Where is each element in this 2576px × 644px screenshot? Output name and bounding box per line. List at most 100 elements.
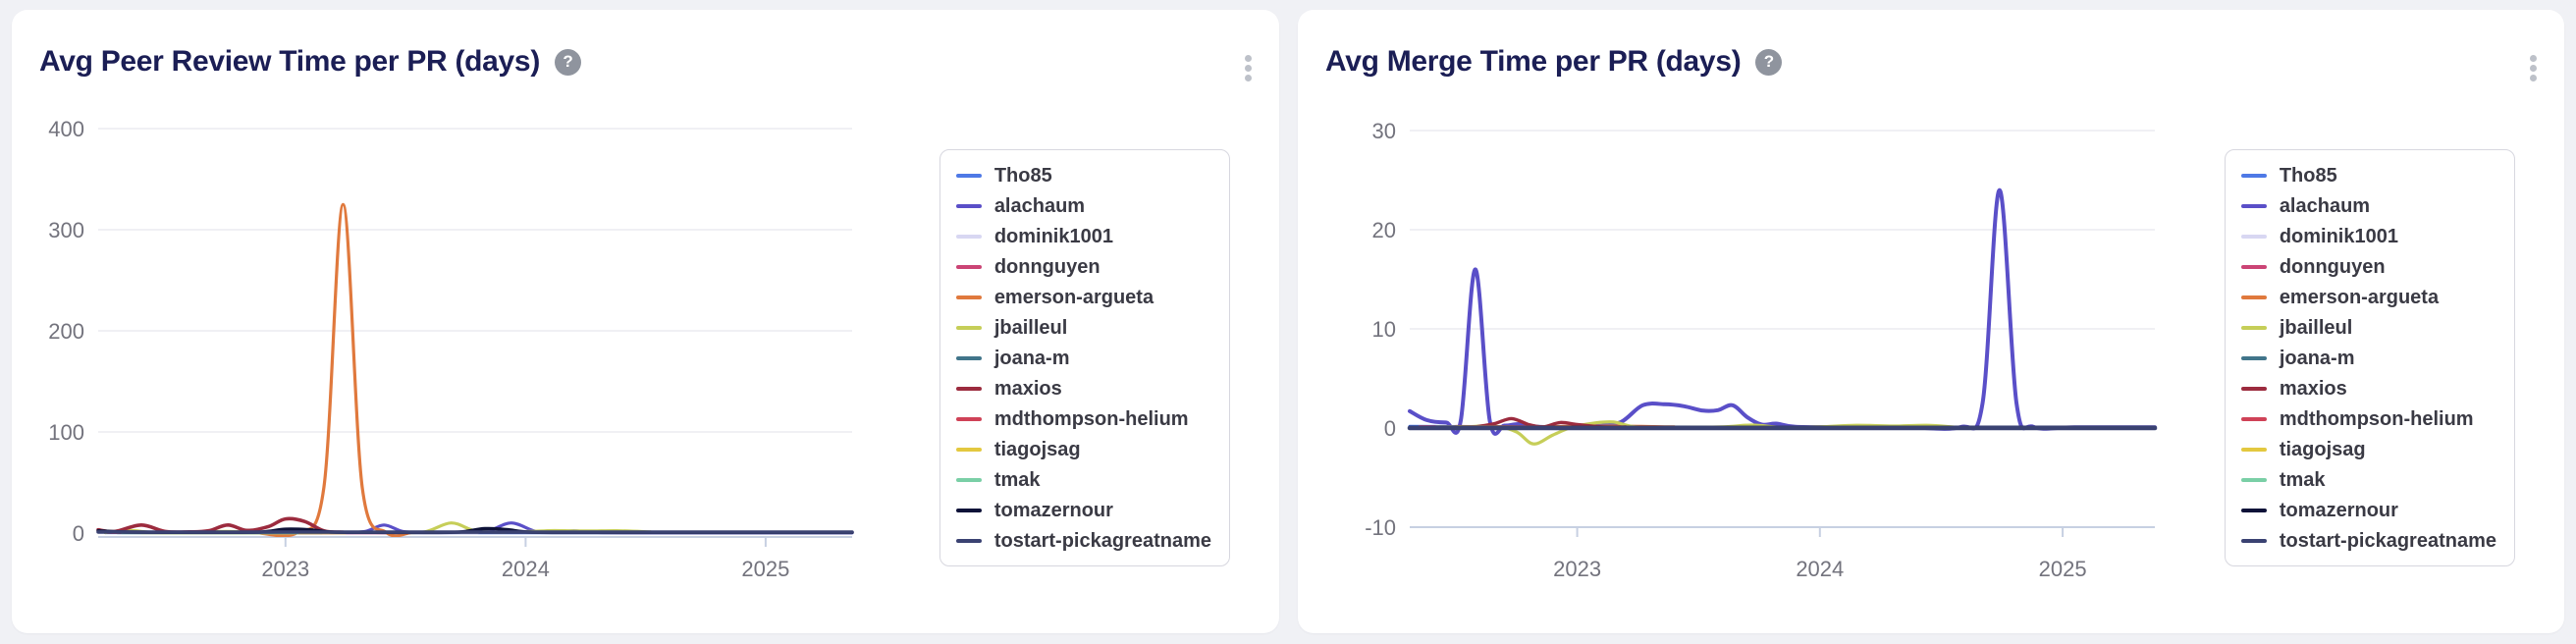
legend-label: tostart-pickagreatname [993,529,1211,552]
legend-item-donnguyen[interactable]: donnguyen [955,251,1211,282]
legend-swatch [2240,173,2267,178]
svg-text:20: 20 [1372,218,1396,242]
legend-item-jbailleul[interactable]: jbailleul [955,312,1211,343]
legend-item-alachaum[interactable]: alachaum [955,190,1211,221]
question-circle-icon[interactable]: ? [555,48,582,76]
legend-swatch [955,416,982,421]
legend-item-tmak[interactable]: tmak [955,464,1211,495]
legend-label: tomazernour [993,499,1113,521]
legend-swatch [955,538,982,543]
legend-item-joana-m[interactable]: joana-m [955,343,1211,373]
legend-label: tostart-pickagreatname [2279,529,2496,552]
card-header: Avg Peer Review Time per PR (days) ? [39,45,582,79]
legend-label: tmak [2279,468,2326,491]
card-header: Avg Merge Time per PR (days) ? [1325,45,1783,79]
series-line-maxios [96,516,346,534]
legend-swatch [2240,508,2267,512]
svg-text:0: 0 [73,521,84,546]
series-line-alachaum [1408,188,2157,436]
svg-text:2023: 2023 [261,557,309,581]
legend-item-emerson-argueta[interactable]: emerson-argueta [955,282,1211,312]
svg-text:30: 30 [1372,119,1396,143]
legend-swatch [955,386,982,391]
legend-swatch [2240,203,2267,208]
kebab-dot [2530,65,2537,72]
legend-swatch [2240,386,2267,391]
peer-review-time-chart: 400 300 200 100 0 2023 2024 2025 [48,117,854,581]
legend-swatch [2240,538,2267,543]
legend-swatch [955,173,982,178]
legend-swatch [2240,325,2267,330]
legend-label: emerson-argueta [993,286,1154,308]
legend-label: emerson-argueta [2279,286,2440,308]
svg-text:0: 0 [1384,416,1396,441]
legend-item-Tho85[interactable]: Tho85 [2240,160,2496,190]
legend-item-tomazernour[interactable]: tomazernour [2240,495,2496,525]
legend-swatch [955,447,982,452]
legend-label: joana-m [993,347,1070,369]
kebab-dot [1245,55,1252,62]
svg-text:200: 200 [48,319,84,344]
legend-item-tmak[interactable]: tmak [2240,464,2496,495]
legend-label: tiagojsag [993,438,1081,460]
legend-item-dominik1001[interactable]: dominik1001 [2240,221,2496,251]
legend-swatch [955,508,982,512]
legend-label: alachaum [993,194,1086,217]
legend-swatch [955,355,982,360]
legend-item-emerson-argueta[interactable]: emerson-argueta [2240,282,2496,312]
legend-label: mdthompson-helium [993,407,1189,430]
legend-item-jbailleul[interactable]: jbailleul [2240,312,2496,343]
legend-swatch [2240,295,2267,299]
legend-label: joana-m [2279,347,2355,369]
legend-label: tmak [993,468,1041,491]
legend-swatch [2240,447,2267,452]
chart-title: Avg Merge Time per PR (days) [1325,45,1742,78]
legend-item-mdthompson-helium[interactable]: mdthompson-helium [955,403,1211,434]
legend-swatch [955,264,982,269]
svg-text:-10: -10 [1365,515,1396,540]
svg-text:2024: 2024 [502,557,550,581]
legend-item-tiagojsag[interactable]: tiagojsag [955,434,1211,464]
legend-item-maxios[interactable]: maxios [2240,373,2496,403]
legend-label: tomazernour [2279,499,2398,521]
kebab-dot [1245,75,1252,81]
legend-item-maxios[interactable]: maxios [955,373,1211,403]
chart-card-peer-review-time: Avg Peer Review Time per PR (days) ? 400… [12,10,1279,633]
legend-item-alachaum[interactable]: alachaum [2240,190,2496,221]
kebab-menu-icon[interactable] [2526,51,2541,85]
legend-item-mdthompson-helium[interactable]: mdthompson-helium [2240,403,2496,434]
svg-text:300: 300 [48,218,84,242]
svg-text:400: 400 [48,117,84,141]
kebab-menu-icon[interactable] [1241,51,1256,85]
legend-swatch [955,203,982,208]
legend-item-donnguyen[interactable]: donnguyen [2240,251,2496,282]
chart-title: Avg Peer Review Time per PR (days) [39,45,541,78]
legend-swatch [2240,264,2267,269]
legend-label: alachaum [2279,194,2371,217]
legend-swatch [2240,477,2267,482]
legend-item-dominik1001[interactable]: dominik1001 [955,221,1211,251]
series-line-emerson-argueta [254,202,412,537]
legend-label: donnguyen [993,255,1100,278]
legend-label: dominik1001 [993,225,1113,247]
question-circle-icon[interactable]: ? [1755,48,1783,76]
svg-text:10: 10 [1372,317,1396,342]
chart-legend: Tho85 alachaum dominik1001 donnguyen emerson… [939,149,1230,566]
legend-label: tiagojsag [2279,438,2366,460]
legend-swatch [2240,416,2267,421]
legend-label: mdthompson-helium [2279,407,2474,430]
legend-swatch [955,325,982,330]
legend-item-tiagojsag[interactable]: tiagojsag [2240,434,2496,464]
legend-item-joana-m[interactable]: joana-m [2240,343,2496,373]
merge-time-chart: 30 20 10 0 -10 2023 2024 2025 [1365,119,2158,581]
legend-item-tostart-pickagreatname[interactable]: tostart-pickagreatname [2240,525,2496,556]
chart-card-merge-time: Avg Merge Time per PR (days) ? 30 20 10 0 -1… [1298,10,2564,633]
legend-label: jbailleul [993,316,1068,339]
legend-item-Tho85[interactable]: Tho85 [955,160,1211,190]
legend-item-tomazernour[interactable]: tomazernour [955,495,1211,525]
legend-swatch [955,234,982,239]
legend-item-tostart-pickagreatname[interactable]: tostart-pickagreatname [955,525,1211,556]
legend-label: donnguyen [2279,255,2386,278]
chart-legend: Tho85 alachaum dominik1001 donnguyen emerson… [2224,149,2515,566]
legend-swatch [955,295,982,299]
